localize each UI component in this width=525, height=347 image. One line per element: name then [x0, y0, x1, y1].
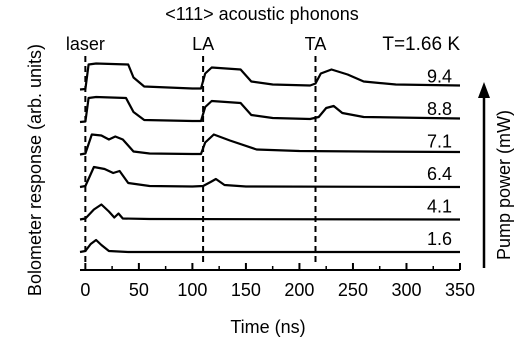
y-axis-label: Bolometer response (arb. units)	[25, 44, 45, 296]
trace-9-4	[79, 62, 461, 91]
x-tick-label: 100	[177, 280, 207, 300]
x-tick-label: 0	[80, 280, 90, 300]
temperature-label: T=1.66 K	[382, 34, 460, 55]
trace-6-4	[79, 165, 461, 189]
trace-7-1	[79, 133, 461, 156]
series-label: 7.1	[427, 132, 452, 152]
marker-label-laser: laser	[66, 34, 105, 54]
chart-title: <111> acoustic phonons	[165, 4, 358, 24]
marker-label-ta: TA	[305, 34, 327, 54]
marker-label-la: LA	[192, 34, 214, 54]
x-tick-label: 300	[391, 280, 421, 300]
x-tick-label: 50	[129, 280, 149, 300]
series-label: 1.6	[427, 229, 452, 249]
series-label: 9.4	[427, 67, 452, 87]
pump-power-arrow	[478, 82, 490, 268]
x-tick-label: 150	[231, 280, 261, 300]
trace-8-8	[79, 95, 461, 124]
series-label: 4.1	[427, 197, 452, 217]
x-tick-label: 200	[284, 280, 314, 300]
series-label: 6.4	[427, 164, 452, 184]
trace-4-1	[79, 203, 461, 221]
pump-power-label: Pump power (mW)	[494, 110, 514, 260]
x-tick-label: 350	[445, 280, 475, 300]
x-tick-label: 250	[338, 280, 368, 300]
chart-plot-area: 0 50 100 150 200 250 300 350 laser LA TA 9.4 8.8 7.1 6…	[66, 34, 475, 300]
x-axis-label: Time (ns)	[230, 317, 305, 337]
trace-1-6	[79, 238, 460, 254]
series-label: 8.8	[427, 99, 452, 119]
